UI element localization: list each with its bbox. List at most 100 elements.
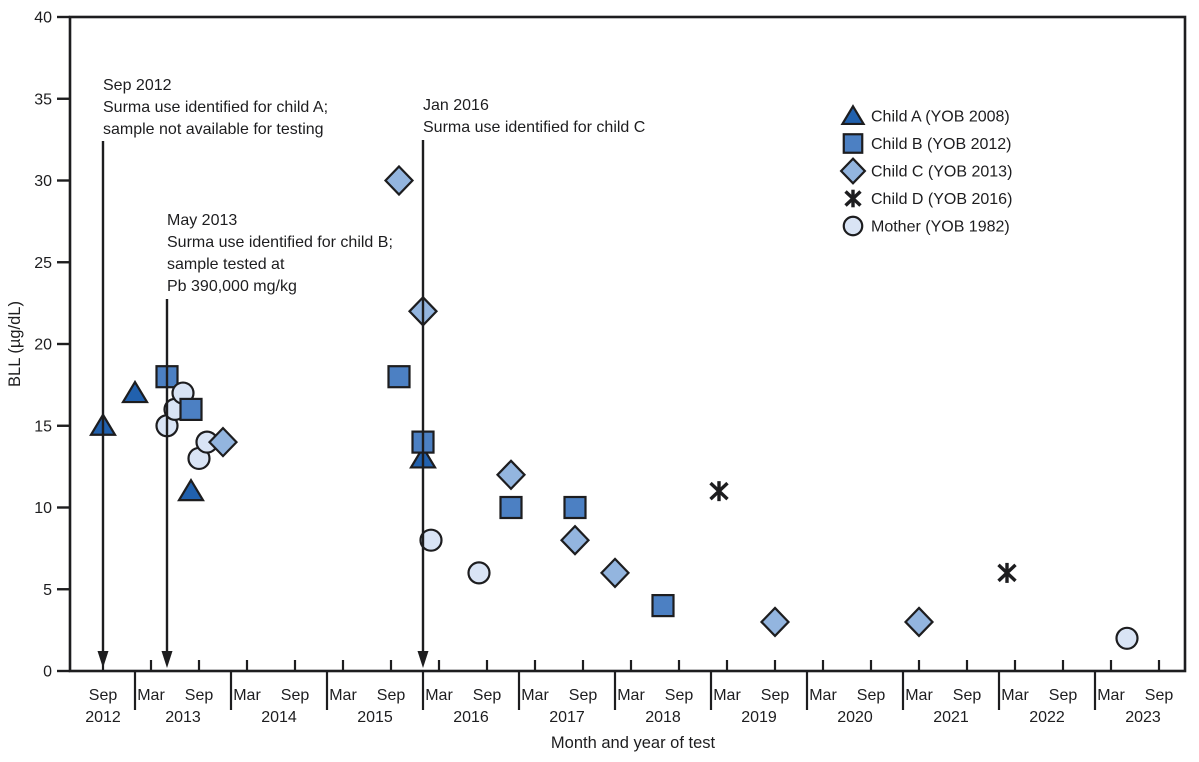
- annotation-text: sample not available for testing: [103, 121, 324, 138]
- asterisk-stroke: [844, 190, 862, 207]
- child-b-marker: [651, 593, 675, 618]
- legend-item-mother: Mother (YOB 1982): [842, 215, 1010, 237]
- x-year-label: 2015: [357, 709, 393, 726]
- child-a-marker: [177, 478, 205, 502]
- child-c-marker: [207, 426, 239, 458]
- x-year-label: 2023: [1125, 709, 1161, 726]
- x-month-label: Sep: [569, 687, 598, 704]
- x-month-label: Sep: [473, 687, 502, 704]
- arrowhead-icon: [97, 651, 109, 668]
- x-month-label: Sep: [377, 687, 406, 704]
- annotation-text: Pb 390,000 mg/kg: [167, 278, 297, 295]
- y-tick-label: 15: [34, 418, 52, 435]
- child-d-legend-marker-icon: [844, 189, 862, 208]
- y-tick-label: 10: [34, 500, 52, 517]
- annotation-text: May 2013: [167, 212, 237, 229]
- x-month-label: Mar: [521, 687, 549, 704]
- x-month-label: Sep: [953, 687, 982, 704]
- x-month-label: Mar: [137, 687, 165, 704]
- x-year-label: 2014: [261, 709, 297, 726]
- legend-item-label: Child B (YOB 2012): [871, 136, 1012, 153]
- annotation-text: Surma use identified for child A;: [103, 99, 328, 116]
- x-month-label: Mar: [713, 687, 741, 704]
- mother-marker: [419, 528, 443, 552]
- x-month-label: Mar: [233, 687, 261, 704]
- legend-item-label: Child A (YOB 2008): [871, 109, 1010, 126]
- annotation-sep-2012: Sep 2012 Surma use identified for child A…: [97, 77, 328, 668]
- x-month-label: Mar: [329, 687, 357, 704]
- annotation-text: Jan 2016: [423, 97, 489, 114]
- x-month-label: Sep: [857, 687, 886, 704]
- legend-item-label: Mother (YOB 1982): [871, 219, 1010, 236]
- child-c-marker: [495, 459, 527, 491]
- x-year-label: 2021: [933, 709, 969, 726]
- mother-marker: [467, 561, 491, 585]
- x-year-label: 2013: [165, 709, 201, 726]
- legend-item-child-c: Child C (YOB 2013): [839, 157, 1012, 185]
- y-tick-label: 35: [34, 91, 52, 108]
- x-month-label: Mar: [425, 687, 453, 704]
- child-d-marker: [997, 562, 1017, 583]
- x-year-label: 2016: [453, 709, 489, 726]
- child-a-legend-marker-icon: [840, 104, 866, 126]
- x-month-label: Sep: [185, 687, 214, 704]
- x-month-label: Sep: [281, 687, 310, 704]
- mother-legend-marker-icon: [842, 215, 864, 237]
- legend: Child A (YOB 2008) Child B (YOB 2012) Chil…: [839, 104, 1012, 237]
- y-tick-label: 5: [43, 582, 52, 599]
- x-month-label: Sep: [1145, 687, 1174, 704]
- x-month-label: Sep: [761, 687, 790, 704]
- mother-marker: [1115, 626, 1139, 650]
- annotation-text: sample tested at: [167, 256, 285, 273]
- annotation-jan-2016: Jan 2016 Surma use identified for child C: [417, 97, 645, 668]
- child-c-marker: [383, 164, 415, 197]
- annotation-may-2013: May 2013 Surma use identified for child B…: [161, 212, 393, 668]
- annotation-text: Sep 2012: [103, 77, 172, 94]
- asterisk-stroke: [997, 563, 1017, 583]
- legend-item-child-a: Child A (YOB 2008): [840, 104, 1010, 126]
- x-year-label: 2018: [645, 709, 681, 726]
- legend-item-label: Child C (YOB 2013): [871, 164, 1012, 181]
- data-points: [89, 164, 1139, 650]
- x-month-label: Sep: [89, 687, 118, 704]
- x-month-label: Mar: [809, 687, 837, 704]
- y-axis-title: BLL (µg/dL): [6, 301, 24, 387]
- legend-item-label: Child D (YOB 2016): [871, 191, 1012, 208]
- x-month-label: Mar: [905, 687, 933, 704]
- child-b-marker: [499, 495, 523, 520]
- x-year-label: 2020: [837, 709, 873, 726]
- y-tick-label: 40: [34, 10, 52, 27]
- legend-item-child-d: Child D (YOB 2016): [844, 189, 1012, 208]
- x-month-label: Mar: [1001, 687, 1029, 704]
- child-c-marker: [559, 524, 591, 556]
- arrowhead-icon: [161, 651, 173, 668]
- annotation-text: Surma use identified for child B;: [167, 234, 393, 251]
- x-year-label: 2022: [1029, 709, 1065, 726]
- y-tick-label: 30: [34, 173, 52, 190]
- x-axis-title: Month and year of test: [551, 734, 716, 752]
- x-year-label: 2012: [85, 709, 121, 726]
- asterisk-stroke: [709, 481, 729, 501]
- x-year-label: 2019: [741, 709, 777, 726]
- child-c-marker: [599, 557, 631, 589]
- child-c-marker: [759, 606, 791, 638]
- annotation-text: Surma use identified for child C: [423, 119, 645, 136]
- y-tick-label: 20: [34, 337, 52, 354]
- y-tick-label: 25: [34, 255, 52, 272]
- y-tick-label: 0: [43, 664, 52, 681]
- x-month-label: Mar: [1097, 687, 1125, 704]
- legend-item-child-b: Child B (YOB 2012): [842, 133, 1012, 154]
- x-year-label: 2017: [549, 709, 585, 726]
- x-month-label: Sep: [1049, 687, 1078, 704]
- child-d-marker: [709, 481, 729, 502]
- child-a-marker: [121, 379, 149, 404]
- child-b-legend-marker-icon: [842, 133, 864, 154]
- child-b-marker: [387, 365, 411, 389]
- x-month-label: Mar: [617, 687, 645, 704]
- child-b-marker: [179, 397, 203, 421]
- child-c-marker: [903, 606, 935, 638]
